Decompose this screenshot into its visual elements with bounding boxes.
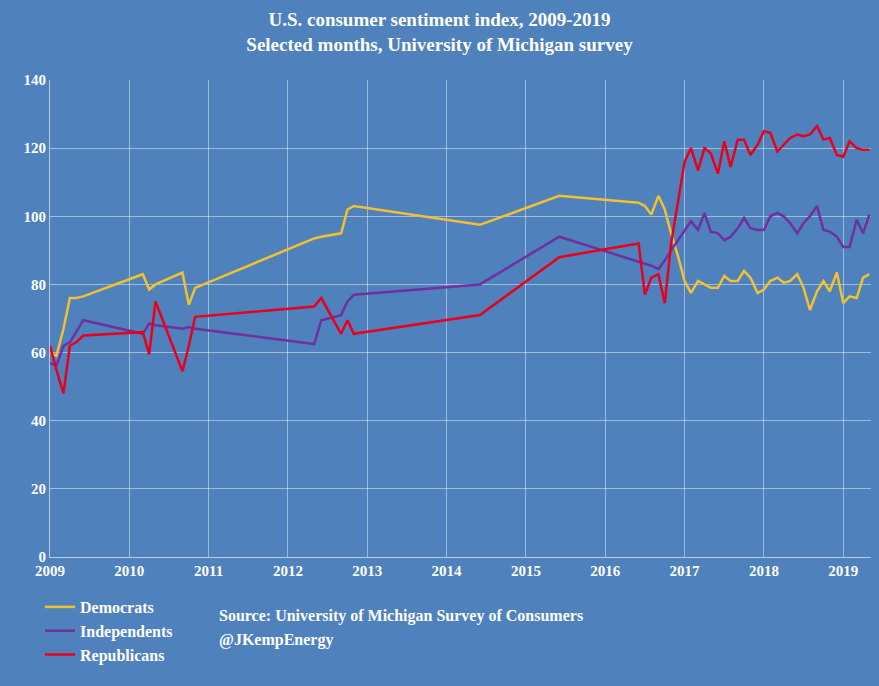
svg-text:140: 140	[24, 72, 47, 88]
svg-text:100: 100	[24, 209, 47, 225]
svg-text:2016: 2016	[590, 563, 621, 579]
svg-text:2017: 2017	[670, 563, 701, 579]
svg-text:120: 120	[24, 140, 47, 156]
svg-text:U.S. consumer sentiment index,: U.S. consumer sentiment index, 2009-2019…	[246, 9, 633, 55]
svg-text:Republicans: Republicans	[80, 647, 164, 665]
svg-text:2015: 2015	[511, 563, 541, 579]
svg-text:2013: 2013	[352, 563, 382, 579]
svg-text:2012: 2012	[273, 563, 303, 579]
svg-text:0: 0	[39, 549, 47, 565]
svg-text:40: 40	[31, 413, 46, 429]
svg-text:@JKempEnergy: @JKempEnergy	[219, 631, 333, 649]
svg-text:2009: 2009	[35, 563, 65, 579]
svg-text:2014: 2014	[432, 563, 463, 579]
svg-text:Independents: Independents	[80, 623, 172, 641]
svg-text:Democrats: Democrats	[80, 599, 154, 616]
svg-text:Source: University of Michigan: Source: University of Michigan Survey of…	[219, 607, 583, 625]
svg-text:2018: 2018	[749, 563, 779, 579]
svg-text:60: 60	[31, 345, 46, 361]
svg-text:20: 20	[31, 481, 46, 497]
svg-text:2019: 2019	[828, 563, 858, 579]
svg-text:2011: 2011	[194, 563, 223, 579]
svg-text:2010: 2010	[114, 563, 144, 579]
svg-text:80: 80	[31, 277, 46, 293]
